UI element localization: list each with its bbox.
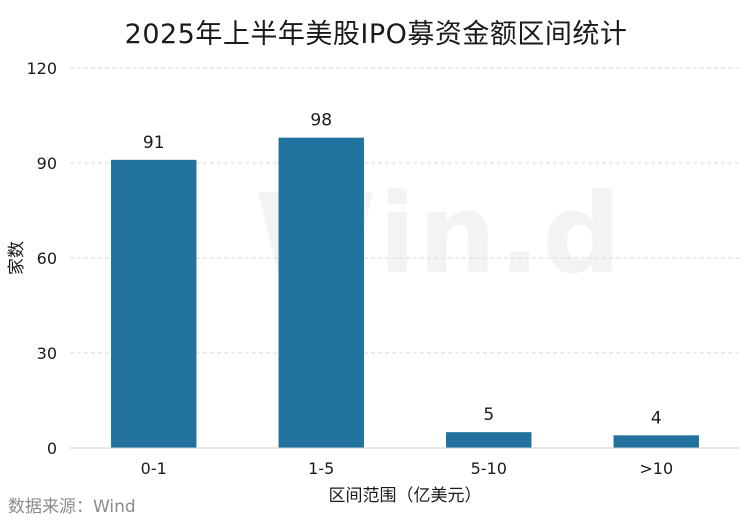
data-label: 91 xyxy=(143,133,165,153)
data-label: 5 xyxy=(483,405,494,425)
chart-title: 2025年上半年美股IPO募资金额区间统计 xyxy=(124,19,628,50)
y-tick-label: 120 xyxy=(26,59,57,78)
bar xyxy=(446,432,532,448)
bar xyxy=(278,137,364,448)
x-axis-label: 区间范围（亿美元） xyxy=(329,486,482,506)
bar xyxy=(613,435,699,448)
y-axis-label: 家数 xyxy=(7,241,27,275)
x-tick-label: >10 xyxy=(639,459,673,478)
x-tick-label: 1-5 xyxy=(308,459,334,478)
data-source: 数据来源：Wind xyxy=(8,497,136,517)
bars xyxy=(111,137,699,449)
y-tick-label: 90 xyxy=(37,154,57,173)
x-tick-label: 5-10 xyxy=(471,459,507,478)
y-tick-label: 30 xyxy=(37,344,57,363)
y-tick-label: 60 xyxy=(37,249,57,268)
data-label: 98 xyxy=(310,111,332,131)
y-axis-ticks: 0 30 60 90 120 xyxy=(26,59,57,458)
y-tick-label: 0 xyxy=(47,439,57,458)
data-label: 4 xyxy=(651,408,662,428)
x-axis-ticks: 0-1 1-5 5-10 >10 xyxy=(141,459,673,478)
bar xyxy=(111,159,197,449)
data-labels: 91 98 5 4 xyxy=(143,111,662,429)
x-tick-label: 0-1 xyxy=(141,459,167,478)
